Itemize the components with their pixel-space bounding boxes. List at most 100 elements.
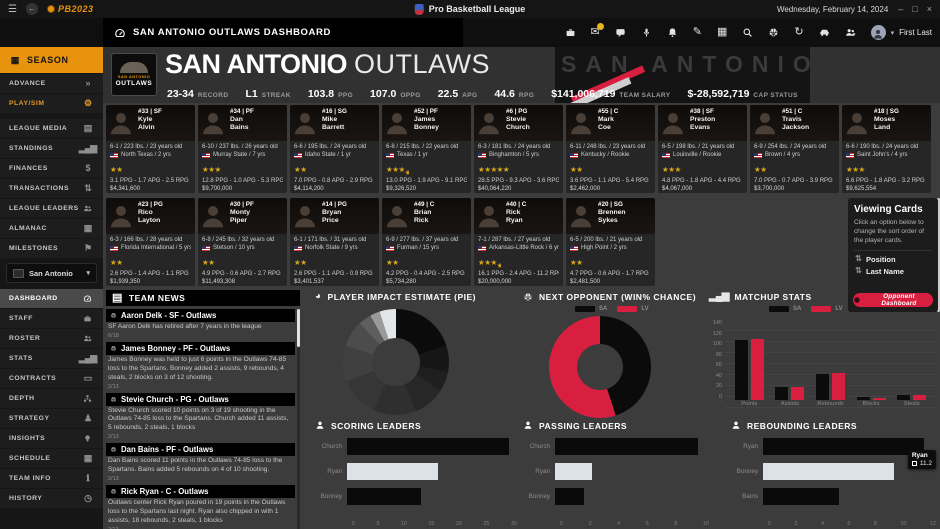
close-button[interactable]: × (926, 4, 932, 14)
sort-option-position[interactable]: ⇅ Position (855, 254, 896, 264)
player-card-church[interactable]: #6 | PG Stevie Church 6-3 / 181 lbs. / 24 y… (474, 105, 563, 193)
sidebar-item-team-info[interactable]: TEAM INFO ℹ (0, 469, 103, 488)
sidebar-item-transactions[interactable]: TRANSACTIONS ⇅ (0, 179, 103, 198)
hamburger-menu-icon[interactable]: ☰ (8, 3, 17, 15)
player-card-bonney[interactable]: #52 | PF James Bonney 6-8 / 215 lbs. / 22 y… (382, 105, 471, 193)
sidebar-item-play-sim[interactable]: PLAY/SIM ⚙ (0, 94, 103, 113)
news-headline[interactable]: James Bonney - PF - Outlaws (106, 341, 295, 355)
team-selector-dropdown[interactable]: San Antonio ▾ (6, 263, 97, 283)
sidebar-item-staff[interactable]: STAFF (0, 309, 103, 328)
leader-bar-ryan[interactable] (763, 437, 925, 455)
sidebar-item-finances[interactable]: FINANCES $ (0, 159, 103, 178)
player-college: Murray State / 7 yrs (202, 151, 283, 159)
team-travel-icon[interactable] (819, 27, 830, 38)
mic-icon[interactable] (641, 27, 652, 38)
sidebar-item-insights[interactable]: INSIGHTS (0, 429, 103, 448)
leader-bar-bonney[interactable] (763, 462, 895, 480)
player-card-ryan[interactable]: #40 | C Rick Ryan 7-1 / 287 lbs. / 27 years… (474, 198, 563, 286)
player-card-layton[interactable]: #23 | PG Rico Layton 6-3 / 166 lbs. / 28 ye… (106, 198, 195, 286)
person-icon (872, 28, 884, 40)
player-card-rick[interactable]: #49 | C Brian Rick 6-9 / 277 lbs. / 37 year… (382, 198, 471, 286)
sidebar-item-advance[interactable]: ADVANCE » (0, 74, 103, 93)
maximize-button[interactable]: □ (912, 4, 918, 14)
sidebar-item-almanac[interactable]: ALMANAC ▦ (0, 219, 103, 238)
news-headline[interactable]: Aaron Delk - SF - Outlaws (106, 309, 295, 322)
pie-donut-chart[interactable] (343, 309, 449, 415)
player-card-alvin[interactable]: #33 | SF Kyle Alvin 6-1 / 223 lbs. / 23 yea… (106, 105, 195, 193)
scoring-title: SCORING LEADERS (315, 420, 517, 432)
player-card-land[interactable]: #18 | SG Moses Land 6-6 / 190 lbs. / 24 yea… (842, 105, 931, 193)
user-menu[interactable]: ▾ First Last (870, 25, 932, 40)
player-card-piper[interactable]: #30 | PF Monty Piper 6-8 / 245 lbs. / 32 ye… (198, 198, 287, 286)
player-name: James Bonney (414, 116, 439, 131)
fans-icon[interactable] (845, 27, 856, 38)
sidebar-item-depth[interactable]: DEPTH (0, 389, 103, 408)
sidebar-item-strategy[interactable]: STRATEGY ♟ (0, 409, 103, 428)
player-card-sykes[interactable]: #20 | SG Brennen Sykes 6-5 / 200 lbs. / 21 … (566, 198, 655, 286)
player-card-evans[interactable]: #38 | SF Preston Evans 6-5 / 198 lbs. / 21 … (658, 105, 747, 193)
sidebar-item-standings[interactable]: STANDINGS ▂▄▆ (0, 139, 103, 158)
sidebar-item-contracts[interactable]: CONTRACTS ▭ (0, 369, 103, 388)
sidebar-item-schedule[interactable]: SCHEDULE ▦ (0, 449, 103, 468)
compose-icon[interactable]: ✎ (693, 27, 702, 38)
opponent-donut-chart[interactable] (549, 316, 651, 418)
star-rating: ★★ (570, 258, 583, 268)
rebounding-title: REBOUNDING LEADERS (731, 420, 936, 432)
x-tick: 6 (645, 521, 649, 527)
calendar-check-icon[interactable]: ▦ (717, 27, 727, 38)
mail-icon[interactable]: ✉ (591, 23, 604, 38)
news-scrollbar[interactable] (297, 309, 300, 529)
news-scrollbar-thumb[interactable] (297, 309, 300, 347)
sidebar-item-history[interactable]: HISTORY ◷ (0, 489, 103, 508)
player-card-price[interactable]: #14 | PG Bryan Price 6-1 / 171 lbs. / 31 ye… (290, 198, 379, 286)
sidebar-item-label: INSIGHTS (9, 435, 46, 442)
basketball-icon[interactable] (768, 27, 779, 38)
player-stat-line: 3.6 PPG - 1.1 APG - 5.4 RPG (570, 178, 649, 185)
sidebar-item-dashboard[interactable]: DASHBOARD (0, 289, 103, 308)
leader-bar-ryan[interactable] (347, 462, 439, 480)
bell-icon (667, 27, 678, 38)
opponent-dashboard-button[interactable]: Opponent Dashboard (853, 293, 933, 307)
player-card-barrett[interactable]: #16 | SG Mike Barrett 6-6 / 195 lbs. / 24 y… (290, 105, 379, 193)
leader-bar-bains[interactable] (763, 487, 840, 505)
news-headline[interactable]: Rick Ryan - C - Outlaws (106, 485, 295, 499)
sidebar-item-milestones[interactable]: MILESTONES ⚑ (0, 239, 103, 258)
player-card-coe[interactable]: #55 | C Mark Coe 6-11 / 248 lbs. / 23 years… (566, 105, 655, 193)
search-icon[interactable] (742, 27, 753, 38)
player-card-jackson[interactable]: #51 | C Travis Jackson 6-9 / 254 lbs. / 24 … (750, 105, 839, 193)
news-item: Aaron Delk - SF - Outlaws SF Aaron Delk h… (106, 309, 295, 342)
sidebar-item-label: STAFF (9, 315, 33, 322)
player-card-header: #40 | C Rick Ryan (474, 198, 563, 234)
leader-bar-bonney[interactable] (555, 487, 585, 505)
sidebar-item-stats[interactable]: STATS ▂▄▆ (0, 349, 103, 368)
sidebar-item-league-leaders[interactable]: LEAGUE LEADERS (0, 199, 103, 218)
sidebar-item-roster[interactable]: ROSTER (0, 329, 103, 348)
leader-bar-church[interactable] (347, 437, 509, 455)
minimize-button[interactable]: – (898, 4, 904, 14)
bell-icon[interactable] (667, 27, 678, 38)
matchup-bar-chart[interactable]: Points Assists Rebounds Blocks Steals (725, 320, 936, 408)
leader-bar-ryan[interactable] (555, 462, 592, 480)
sort-option-last-name[interactable]: ⇅ Last Name (855, 266, 904, 276)
player-number-position: #55 | C (598, 108, 619, 115)
stat-label: TEAM SALARY (619, 92, 671, 99)
player-bio: 6-6 / 190 lbs. / 24 years old (846, 144, 919, 150)
leader-bar-church[interactable] (555, 437, 699, 455)
person-icon (731, 420, 741, 432)
leader-bar-bonney[interactable] (347, 487, 421, 505)
chat-icon[interactable] (615, 27, 626, 38)
player-stat-line: 4.2 PPG - 0.4 APG - 2.5 RPG (386, 271, 465, 278)
player-name: Rico Layton (138, 209, 161, 224)
player-card-bains[interactable]: #34 | PF Dan Bains 6-10 / 237 lbs. / 26 yea… (198, 105, 287, 193)
chevron-down-icon: ▾ (890, 29, 895, 37)
vertical-scrollbar[interactable] (937, 198, 940, 312)
news-headline[interactable]: Stevie Church - PG - Outlaws (106, 392, 295, 406)
refresh-icon[interactable]: ↻ (794, 27, 803, 38)
player-photo (474, 198, 504, 234)
back-button[interactable]: ← (25, 3, 38, 15)
news-headline[interactable]: Dan Bains - PF - Outlaws (106, 443, 295, 457)
sidebar-section-season[interactable]: ▦ SEASON (0, 47, 103, 73)
player-name: Bryan Price (322, 209, 342, 224)
sidebar-item-league-media[interactable]: LEAGUE MEDIA ▤ (0, 119, 103, 138)
briefcase-icon[interactable] (565, 27, 576, 38)
